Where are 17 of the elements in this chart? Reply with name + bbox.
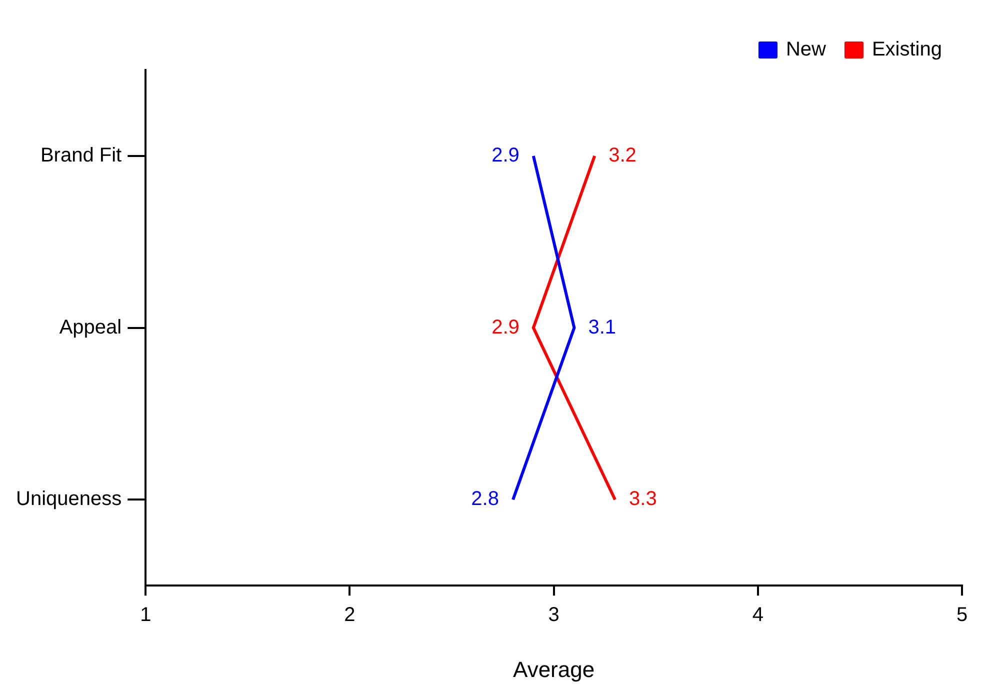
x-axis-title: Average: [513, 656, 595, 682]
x-tick-label: 1: [140, 604, 152, 626]
data-label: 3.1: [588, 316, 616, 338]
data-label: 3.2: [608, 144, 636, 166]
x-tick-label: 4: [752, 604, 764, 626]
data-label: 3.3: [629, 488, 657, 510]
legend-label: Existing: [872, 38, 942, 61]
data-label: 2.8: [471, 488, 499, 510]
y-tick-label: Brand Fit: [40, 144, 122, 166]
data-label: 2.9: [492, 144, 520, 166]
legend-label: New: [786, 38, 827, 61]
x-tick-label: 3: [548, 604, 560, 626]
x-tick-label: 5: [956, 604, 968, 626]
y-tick-label: Appeal: [59, 316, 122, 338]
data-label: 2.9: [492, 316, 520, 338]
x-tick-label: 2: [344, 604, 356, 626]
y-tick-label: Uniqueness: [16, 488, 122, 510]
